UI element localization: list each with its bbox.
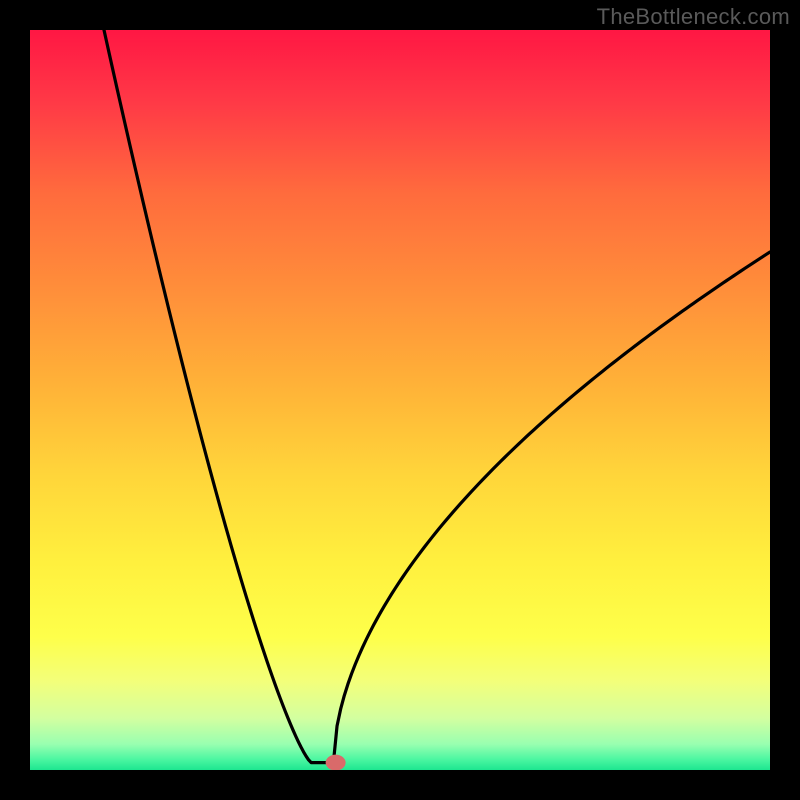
bottleneck-curve [30, 30, 770, 770]
optimal-point-marker [326, 755, 346, 770]
plot-area [30, 30, 770, 770]
curve-path [104, 30, 770, 763]
watermark-text: TheBottleneck.com [597, 4, 790, 30]
